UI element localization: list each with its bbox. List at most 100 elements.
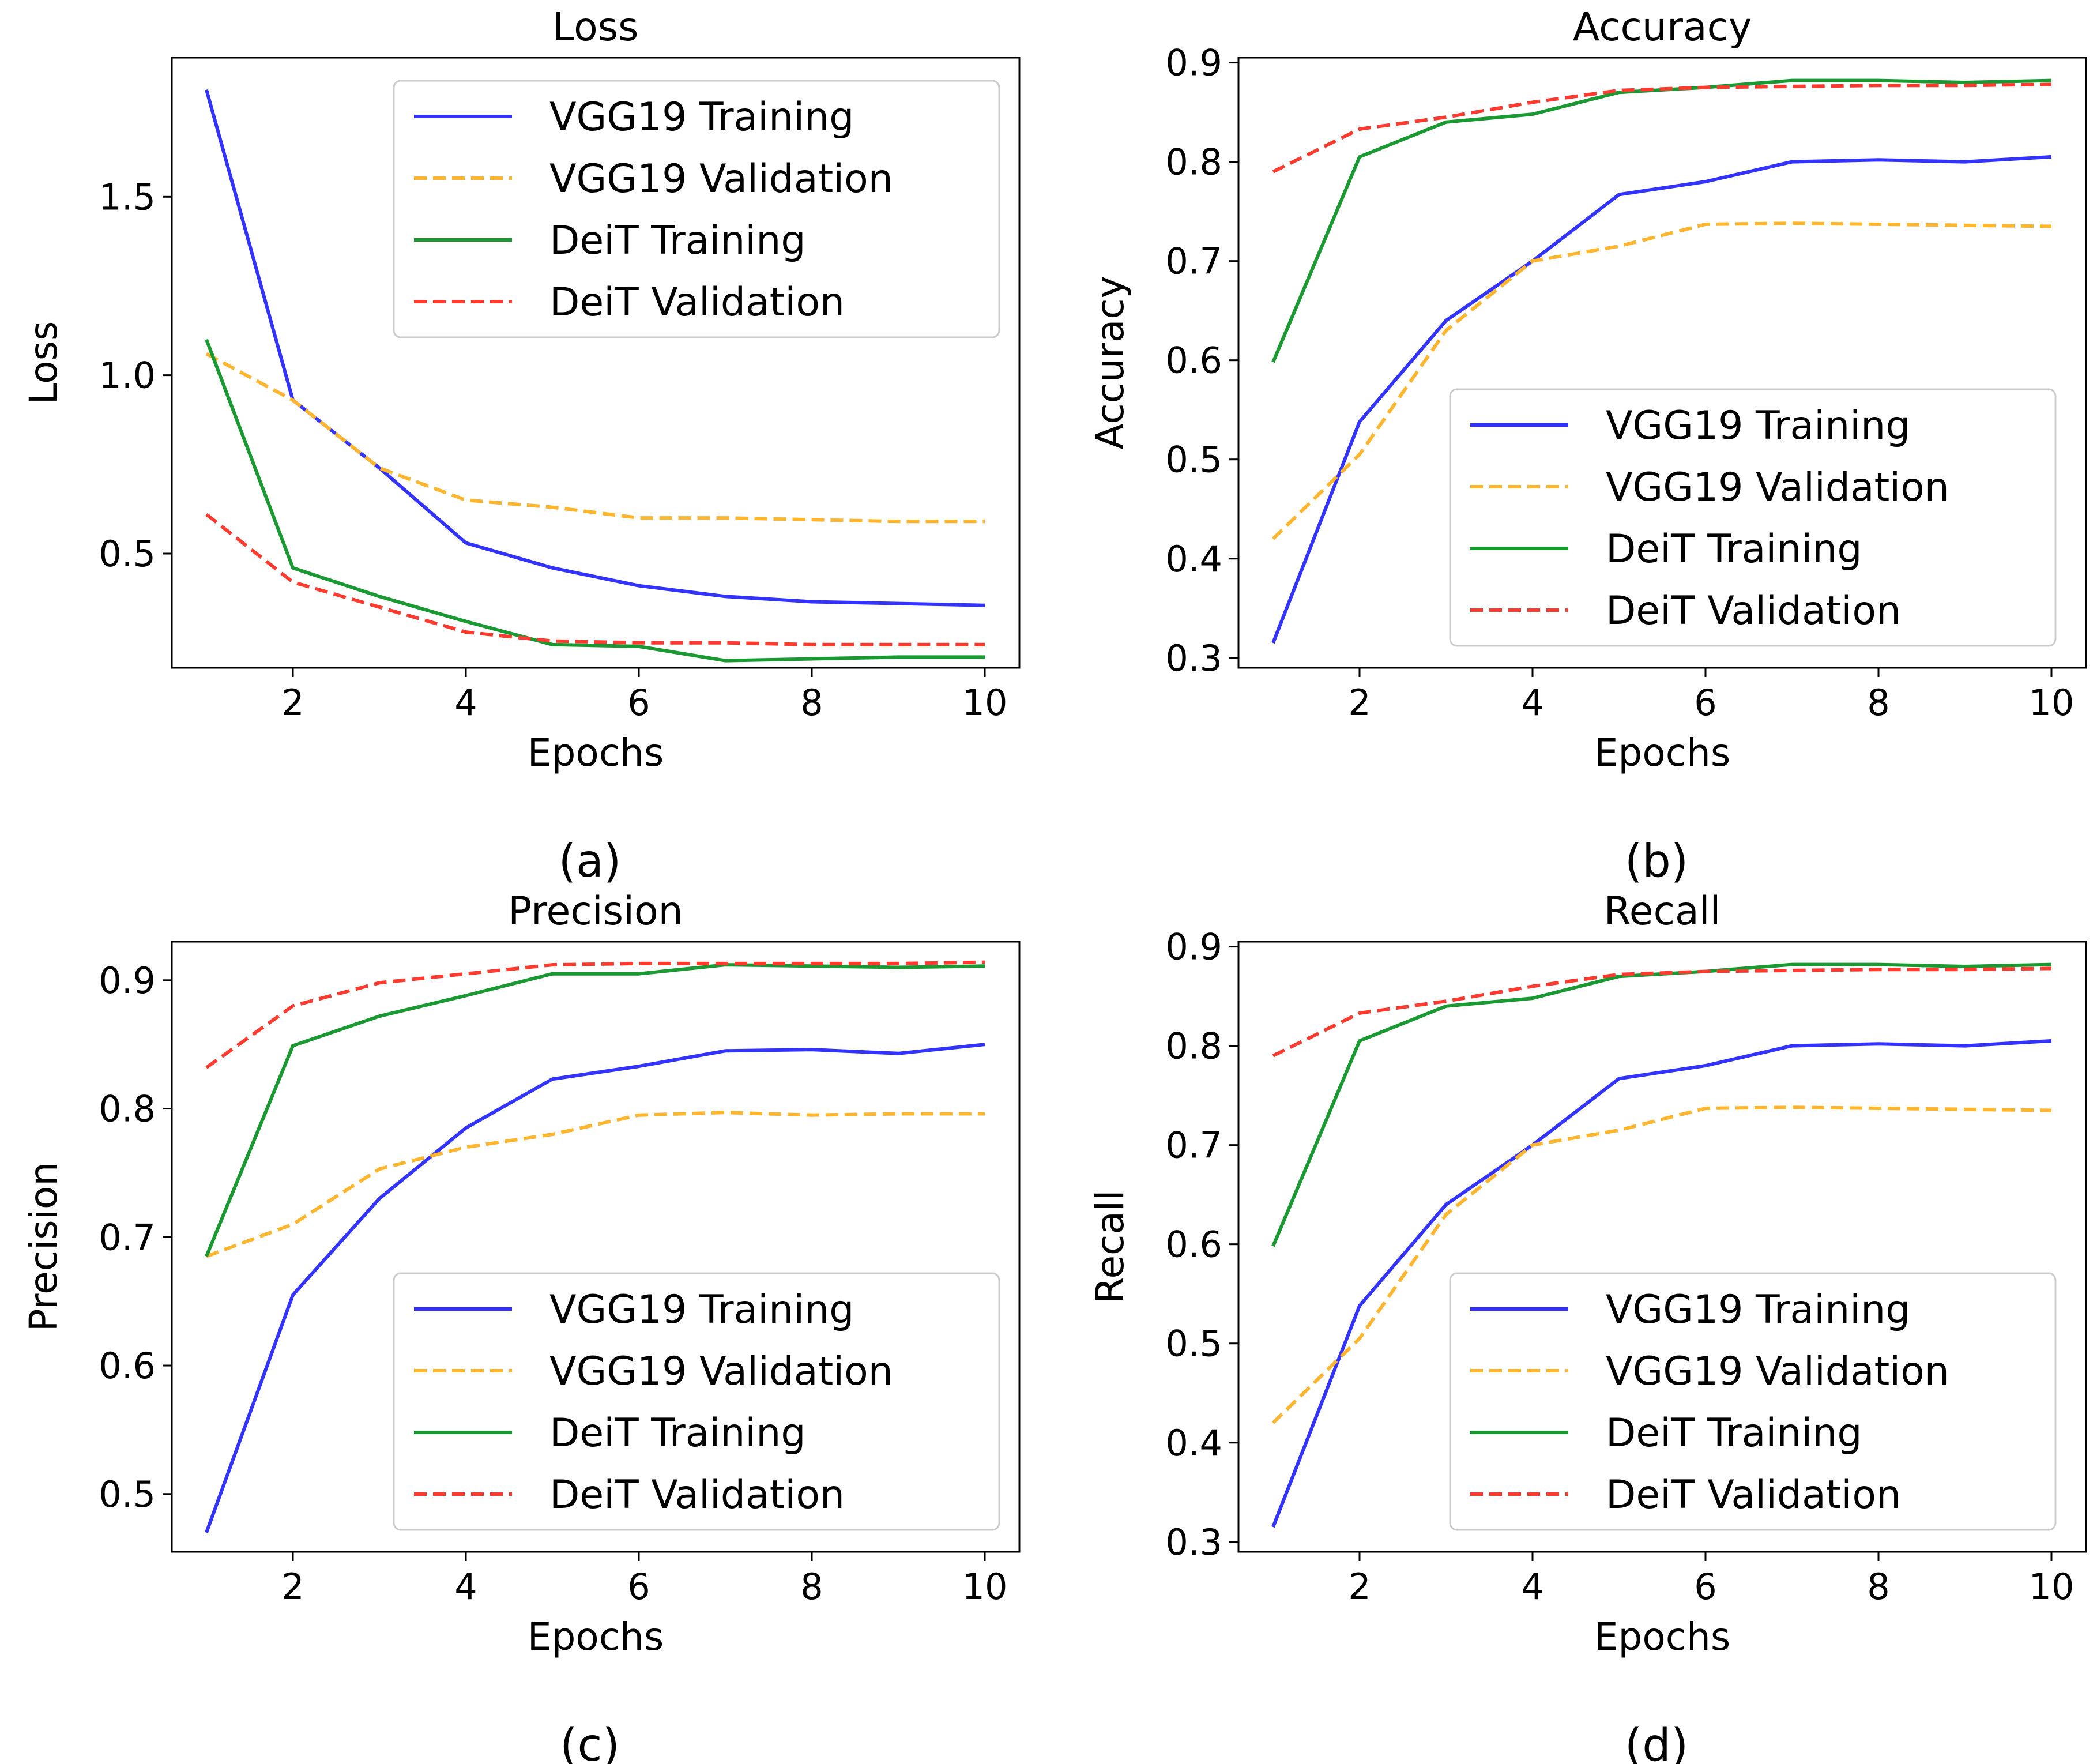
legend-label-4: DeiT Validation (549, 280, 845, 325)
series-line-1 (1271, 1039, 2052, 1528)
legend-label-3: DeiT Training (549, 218, 806, 264)
x-tick-label: 10 (2029, 1566, 2075, 1608)
series-line-3 (205, 338, 985, 663)
x-axis-label: Epochs (528, 1615, 664, 1659)
y-tick-label: 0.6 (1165, 340, 1222, 382)
legend-label-2: VGG19 Validation (549, 156, 893, 202)
x-tick-label: 2 (1348, 1566, 1371, 1608)
y-tick-label: 0.4 (1165, 1422, 1222, 1464)
legend-label-4: DeiT Validation (1606, 588, 1901, 634)
legend-frame (1449, 1272, 2057, 1531)
axes-frame (171, 941, 1021, 1553)
x-tick-label: 8 (800, 1566, 823, 1608)
legend-label-2: VGG19 Validation (1606, 1349, 1949, 1394)
x-tick-label: 4 (454, 682, 477, 724)
y-tick-label: 0.5 (99, 1473, 156, 1515)
x-tick-label: 6 (627, 682, 650, 724)
x-tick-label: 8 (1867, 682, 1889, 724)
y-tick-label: 0.8 (99, 1088, 156, 1130)
legend-frame (1449, 388, 2057, 647)
legend-label-3: DeiT Training (1606, 526, 1862, 572)
x-tick-label: 4 (1521, 1566, 1543, 1608)
y-axis-label: Recall (1088, 1190, 1132, 1304)
x-tick-label: 6 (627, 1566, 650, 1608)
legend-label-1: VGG19 Training (549, 1287, 854, 1333)
y-axis-label: Accuracy (1088, 276, 1132, 449)
chart-title: Recall (1604, 889, 1721, 934)
legend-label-1: VGG19 Training (1606, 403, 1910, 449)
series-lines (1271, 962, 2052, 1528)
legend-label-2: VGG19 Validation (1606, 465, 1949, 510)
panel-caption: (b) (1625, 836, 1688, 887)
x-tick-label: 2 (1348, 682, 1371, 724)
y-tick-label: 0.5 (1165, 439, 1222, 481)
legend-frame (393, 80, 1000, 338)
panel-caption: (a) (559, 836, 622, 887)
y-tick-label: 0.9 (99, 960, 156, 1002)
series-line-1 (205, 1043, 985, 1533)
chart-panel-2: Accuracy 2 4 6 8 10 0.3 0.4 0.5 0.6 0.7 0.8 0.9 Epoch… (1088, 5, 2087, 887)
legend-label-3: DeiT Training (549, 1411, 806, 1456)
series-line-2 (1271, 1105, 2052, 1424)
y-tick-label: 0.7 (1165, 1124, 1222, 1167)
y-axis-label: Loss (21, 321, 66, 405)
y-tick-label: 1.0 (99, 355, 156, 397)
series-line-2 (1271, 221, 2052, 540)
y-tick-label: 0.5 (1165, 1323, 1222, 1365)
legend: VGG19 Training VGG19 Validation DeiT Train… (393, 1272, 1000, 1531)
x-tick-label: 8 (1867, 1566, 1889, 1608)
series-lines (205, 89, 985, 663)
series-line-4 (205, 960, 985, 1069)
series-line-3 (1271, 962, 2052, 1247)
x-tick-label: 2 (281, 682, 304, 724)
legend-label-2: VGG19 Validation (549, 1349, 893, 1394)
legend: VGG19 Training VGG19 Validation DeiT Train… (1449, 1272, 2057, 1531)
y-tick-label: 0.5 (99, 533, 156, 575)
legend-label-1: VGG19 Training (1606, 1287, 1910, 1333)
axes-frame (1237, 57, 2087, 669)
x-tick-label: 4 (1521, 682, 1543, 724)
series-lines (205, 960, 985, 1533)
chart-panel-3: Precision 2 4 6 8 10 0.5 0.6 0.7 0.8 0.9 Epochs Prec… (21, 889, 1021, 1764)
x-axis-label: Epochs (1594, 731, 1730, 775)
series-line-1 (1271, 155, 2052, 644)
legend: VGG19 Training VGG19 Validation DeiT Train… (393, 80, 1000, 338)
y-tick-label: 0.9 (1165, 926, 1222, 968)
axes-frame (171, 57, 1021, 669)
x-tick-label: 4 (454, 1566, 477, 1608)
y-tick-label: 0.4 (1165, 538, 1222, 580)
y-axis-label: Precision (21, 1162, 66, 1332)
x-tick-label: 6 (1694, 1566, 1716, 1608)
x-tick-label: 6 (1694, 682, 1716, 724)
y-tick-label: 0.3 (1165, 1521, 1222, 1563)
series-line-2 (205, 1111, 985, 1258)
series-lines (1271, 78, 2052, 644)
panel-caption: (d) (1625, 1720, 1688, 1764)
y-tick-label: 0.8 (1165, 141, 1222, 183)
series-line-3 (205, 963, 985, 1257)
series-line-4 (205, 513, 985, 646)
legend-label-3: DeiT Training (1606, 1411, 1862, 1456)
x-tick-label: 2 (281, 1566, 304, 1608)
series-line-4 (1272, 966, 2052, 1058)
legend-label-4: DeiT Validation (1606, 1472, 1901, 1518)
x-axis-label: Epochs (1594, 1615, 1730, 1659)
series-line-3 (1271, 78, 2052, 363)
y-tick-label: 0.6 (99, 1345, 156, 1387)
chart-panel-4: Recall 2 4 6 8 10 0.3 0.4 0.5 0.6 0.7 0.8 0.9 Epochs R… (1088, 889, 2087, 1764)
y-tick-label: 0.8 (1165, 1025, 1222, 1067)
chart-title: Loss (552, 5, 638, 50)
chart-title: Precision (508, 889, 683, 934)
x-tick-label: 8 (800, 682, 823, 724)
y-tick-label: 0.3 (1165, 637, 1222, 679)
legend-label-1: VGG19 Training (549, 95, 854, 140)
panel-caption: (c) (560, 1720, 620, 1764)
y-tick-label: 1.5 (99, 176, 156, 218)
y-tick-label: 0.6 (1165, 1224, 1222, 1266)
chart-title: Accuracy (1573, 5, 1752, 50)
x-tick-label: 10 (962, 1566, 1008, 1608)
chart-panel-1: Loss 2 4 6 8 10 0.5 1.0 1.5 Epochs Loss VGG19 Train… (21, 5, 1021, 887)
legend-label-4: DeiT Validation (549, 1472, 845, 1518)
x-tick-label: 10 (962, 682, 1008, 724)
